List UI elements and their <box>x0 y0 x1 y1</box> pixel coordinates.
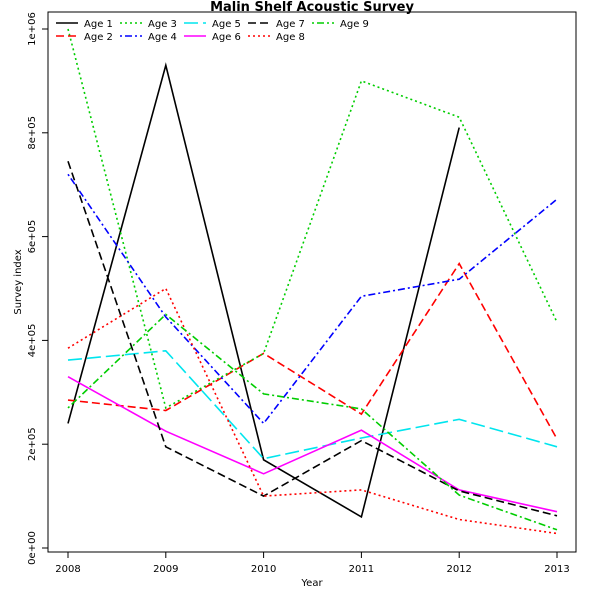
series-line-1 <box>67 62 460 519</box>
legend-label: Age 8 <box>276 32 305 43</box>
series-line-5 <box>67 349 558 460</box>
x-tick-label: 2009 <box>153 564 178 575</box>
y-tick-label: 1e+06 <box>27 12 38 46</box>
y-tick-label: 8e+05 <box>27 116 38 150</box>
y-tick-label: 2e+05 <box>27 427 38 461</box>
series-line-7 <box>67 161 558 517</box>
y-tick-label: 6e+05 <box>27 220 38 254</box>
legend: Age 1 Age 2 Age 3 Age 4 Age 5 Age 6 Age 7 Age 8… <box>56 19 369 43</box>
legend-label: Age 6 <box>212 32 241 43</box>
series-line-2 <box>67 262 558 440</box>
series-lines <box>67 28 558 535</box>
y-tick-label: 0e+00 <box>27 531 38 565</box>
legend-label: Age 1 <box>84 19 113 30</box>
series-line-4 <box>67 173 558 425</box>
y-axis-label: Survey index <box>13 249 24 314</box>
x-tick-label: 2011 <box>349 564 374 575</box>
x-axis: 2008 2009 2010 2011 2012 2013 <box>55 551 570 575</box>
series-line-8 <box>67 287 558 535</box>
legend-label: Age 2 <box>84 32 113 43</box>
y-axis: 0e+00 2e+05 4e+05 6e+05 8e+05 1e+06 <box>27 12 49 565</box>
series-line-9 <box>67 313 558 531</box>
x-axis-label: Year <box>300 578 323 589</box>
plot-frame <box>47 11 577 553</box>
chart-title: Malin Shelf Acoustic Survey <box>210 0 414 15</box>
legend-label: Age 4 <box>148 32 177 43</box>
legend-label: Age 9 <box>340 19 369 30</box>
series-line-3 <box>67 28 558 410</box>
legend-label: Age 5 <box>212 19 241 30</box>
legend-label: Age 7 <box>276 19 305 30</box>
series-line-6 <box>67 376 558 513</box>
x-tick-label: 2008 <box>55 564 80 575</box>
legend-label: Age 3 <box>148 19 177 30</box>
y-tick-label: 4e+05 <box>27 324 38 358</box>
x-tick-label: 2010 <box>251 564 276 575</box>
x-tick-label: 2013 <box>544 564 569 575</box>
x-tick-label: 2012 <box>446 564 471 575</box>
